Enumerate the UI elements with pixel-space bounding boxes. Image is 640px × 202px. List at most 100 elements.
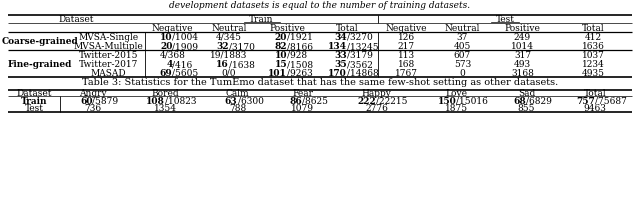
Text: 1354: 1354 <box>154 103 177 113</box>
Text: Happy: Happy <box>362 89 392 98</box>
Text: /1004: /1004 <box>173 33 198 42</box>
Text: 37: 37 <box>457 33 468 42</box>
Text: /13245: /13245 <box>347 42 379 51</box>
Text: 573: 573 <box>454 60 471 69</box>
Text: Test: Test <box>495 15 515 24</box>
Text: development datasets is equal to the number of training datasets.: development datasets is equal to the num… <box>170 1 470 11</box>
Text: 134: 134 <box>328 42 347 51</box>
Text: 113: 113 <box>398 51 415 60</box>
Text: /1921: /1921 <box>287 33 313 42</box>
Text: /1508: /1508 <box>287 60 313 69</box>
Text: Twitter-2017: Twitter-2017 <box>79 60 138 69</box>
Text: 0/0: 0/0 <box>221 69 236 78</box>
Text: MVSA-Multiple: MVSA-Multiple <box>74 42 143 51</box>
Text: Twitter-2015: Twitter-2015 <box>79 51 138 60</box>
Text: /22215: /22215 <box>376 97 408 105</box>
Text: MASAD: MASAD <box>91 69 126 78</box>
Text: 32: 32 <box>216 42 229 51</box>
Text: MVSA-Single: MVSA-Single <box>79 33 139 42</box>
Text: /6300: /6300 <box>237 97 264 105</box>
Text: 35: 35 <box>334 60 347 69</box>
Text: 788: 788 <box>229 103 246 113</box>
Text: 1636: 1636 <box>582 42 605 51</box>
Text: Total: Total <box>336 24 358 33</box>
Text: Dataset: Dataset <box>16 89 52 98</box>
Text: 101: 101 <box>268 69 287 78</box>
Text: 4/345: 4/345 <box>216 33 242 42</box>
Text: Total: Total <box>584 89 606 98</box>
Text: Calm: Calm <box>226 89 250 98</box>
Text: Negative: Negative <box>386 24 428 33</box>
Text: Dataset: Dataset <box>59 15 94 24</box>
Text: 9463: 9463 <box>584 103 607 113</box>
Text: 3168: 3168 <box>511 69 534 78</box>
Text: /1638: /1638 <box>229 60 255 69</box>
Text: /3270: /3270 <box>347 33 372 42</box>
Text: /1909: /1909 <box>173 42 198 51</box>
Text: 1014: 1014 <box>511 42 534 51</box>
Text: Table 3: Statistics for the TumEmo dataset that has the same few-shot setting as: Table 3: Statistics for the TumEmo datas… <box>82 78 558 87</box>
Text: /5879: /5879 <box>93 97 118 105</box>
Text: Coarse-grained: Coarse-grained <box>2 37 78 46</box>
Text: Positive: Positive <box>504 24 540 33</box>
Text: /8166: /8166 <box>287 42 313 51</box>
Text: 1875: 1875 <box>445 103 468 113</box>
Text: /9263: /9263 <box>287 69 313 78</box>
Text: 20: 20 <box>275 33 287 42</box>
Text: /10823: /10823 <box>165 97 196 105</box>
Text: Train: Train <box>20 97 47 105</box>
Text: 60: 60 <box>80 97 93 105</box>
Text: Total: Total <box>582 24 605 33</box>
Text: Fear: Fear <box>292 89 313 98</box>
Text: 1767: 1767 <box>395 69 418 78</box>
Text: 4935: 4935 <box>582 69 605 78</box>
Text: 15: 15 <box>275 60 287 69</box>
Text: 33: 33 <box>334 51 347 60</box>
Text: 16: 16 <box>216 60 229 69</box>
Text: Negative: Negative <box>152 24 193 33</box>
Text: /928: /928 <box>287 51 307 60</box>
Text: /3179: /3179 <box>347 51 373 60</box>
Text: Neutral: Neutral <box>211 24 246 33</box>
Text: 1234: 1234 <box>582 60 605 69</box>
Text: 68: 68 <box>514 97 527 105</box>
Text: 82: 82 <box>275 42 287 51</box>
Text: 150: 150 <box>438 97 456 105</box>
Text: 19/1883: 19/1883 <box>211 51 248 60</box>
Text: Positive: Positive <box>269 24 305 33</box>
Text: 4: 4 <box>166 60 173 69</box>
Text: 108: 108 <box>146 97 165 105</box>
Text: 10: 10 <box>275 51 287 60</box>
Text: 10: 10 <box>160 33 173 42</box>
Text: Sad: Sad <box>518 89 535 98</box>
Text: /3170: /3170 <box>229 42 255 51</box>
Text: /416: /416 <box>173 60 193 69</box>
Text: /15016: /15016 <box>456 97 488 105</box>
Text: Bored: Bored <box>151 89 179 98</box>
Text: 1037: 1037 <box>582 51 605 60</box>
Text: Test: Test <box>24 103 44 113</box>
Text: 2776: 2776 <box>365 103 388 113</box>
Text: 126: 126 <box>398 33 415 42</box>
Text: 317: 317 <box>514 51 531 60</box>
Text: 217: 217 <box>398 42 415 51</box>
Text: /5605: /5605 <box>173 69 199 78</box>
Text: /75687: /75687 <box>595 97 627 105</box>
Text: 20: 20 <box>160 42 173 51</box>
Text: 86: 86 <box>290 97 303 105</box>
Text: 222: 222 <box>358 97 376 105</box>
Text: /3562: /3562 <box>347 60 373 69</box>
Text: 34: 34 <box>334 33 347 42</box>
Text: 168: 168 <box>398 60 415 69</box>
Text: Neutral: Neutral <box>445 24 480 33</box>
Text: 412: 412 <box>585 33 602 42</box>
Text: 607: 607 <box>454 51 471 60</box>
Text: 405: 405 <box>454 42 471 51</box>
Text: 170: 170 <box>328 69 347 78</box>
Text: Fine-grained: Fine-grained <box>8 60 72 69</box>
Text: 493: 493 <box>514 60 531 69</box>
Text: Angry: Angry <box>79 89 106 98</box>
Text: /14868: /14868 <box>347 69 379 78</box>
Text: 0: 0 <box>460 69 465 78</box>
Text: /6829: /6829 <box>527 97 552 105</box>
